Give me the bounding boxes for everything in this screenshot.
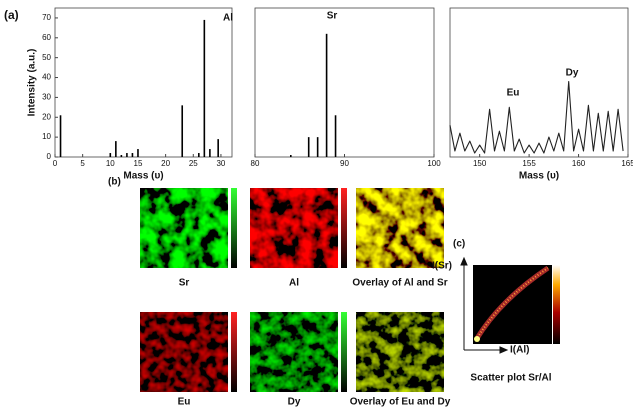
panel-label: (c) xyxy=(453,239,465,250)
bar xyxy=(126,153,128,157)
scatter-plot xyxy=(473,265,560,344)
x-tick-label: 0 xyxy=(53,159,58,168)
y-tick-label: 0 xyxy=(47,152,52,161)
x-tick-label: 90 xyxy=(340,159,349,168)
map-overlay-al-sr xyxy=(356,188,444,268)
plot-frame xyxy=(54,7,233,158)
plot-frame xyxy=(449,7,629,158)
x-tick-label: 20 xyxy=(161,159,170,168)
map-eu xyxy=(140,312,237,392)
bar xyxy=(334,115,337,157)
y-tick-label: 10 xyxy=(42,132,51,141)
map-label: Overlay of Al and Sr xyxy=(352,278,447,289)
bar xyxy=(325,33,328,157)
map-label: Eu xyxy=(178,397,191,408)
bar xyxy=(198,153,200,157)
map-label: Overlay of Eu and Dy xyxy=(350,397,451,408)
panel-label: (a) xyxy=(4,8,19,22)
x-tick-label: 25 xyxy=(189,159,198,168)
map-dy xyxy=(250,312,347,392)
map-label: Al xyxy=(289,278,299,289)
y-tick-label: 70 xyxy=(42,13,51,22)
map-label: Dy xyxy=(288,397,301,408)
annotation: Sr xyxy=(327,11,338,22)
bar xyxy=(307,137,310,157)
x-tick-label: 150 xyxy=(473,159,487,168)
y-axis-label: I(Sr) xyxy=(432,261,452,272)
map-al xyxy=(250,188,347,268)
y-tick-label: 20 xyxy=(42,112,51,121)
plot-frame xyxy=(254,7,435,158)
panel-label: (b) xyxy=(108,177,121,188)
bar xyxy=(203,19,206,158)
bar xyxy=(181,105,184,157)
bar xyxy=(217,139,219,157)
x-axis-label: I(Al) xyxy=(510,345,529,356)
bar xyxy=(131,153,134,157)
x-axis-label: Mass (υ) xyxy=(519,171,559,182)
x-tick-label: 15 xyxy=(134,159,143,168)
y-tick-label: 40 xyxy=(42,73,51,82)
x-tick-label: 100 xyxy=(427,159,441,168)
bar xyxy=(137,149,139,157)
y-tick-label: 60 xyxy=(42,33,51,42)
bar xyxy=(290,155,292,157)
bar xyxy=(316,137,319,157)
bar xyxy=(209,149,211,157)
bar xyxy=(109,153,112,157)
x-tick-label: 80 xyxy=(251,159,260,168)
annotation: Eu xyxy=(507,88,520,99)
y-tick-label: 30 xyxy=(42,93,51,102)
y-axis-label: Intensity (a.u.) xyxy=(27,49,38,117)
map-label: Sr xyxy=(179,278,190,289)
x-tick-label: 160 xyxy=(572,159,586,168)
caption: Scatter plot Sr/Al xyxy=(470,373,551,384)
x-tick-label: 30 xyxy=(216,159,225,168)
map-sr xyxy=(140,188,237,268)
annotation: Dy xyxy=(566,68,579,79)
bar xyxy=(115,141,117,157)
x-tick-label: 155 xyxy=(522,159,536,168)
axis-arrows xyxy=(460,256,509,354)
x-tick-label: 165 xyxy=(621,159,633,168)
spectrum-line xyxy=(449,80,624,154)
x-tick-label: 5 xyxy=(80,159,85,168)
x-tick-label: 10 xyxy=(106,159,115,168)
annotation: Al xyxy=(223,13,233,24)
map-overlay-eu-dy xyxy=(356,312,444,392)
bar xyxy=(59,115,62,157)
x-axis-label: Mass (υ) xyxy=(123,171,163,182)
bar xyxy=(120,155,123,157)
y-tick-label: 50 xyxy=(42,53,51,62)
